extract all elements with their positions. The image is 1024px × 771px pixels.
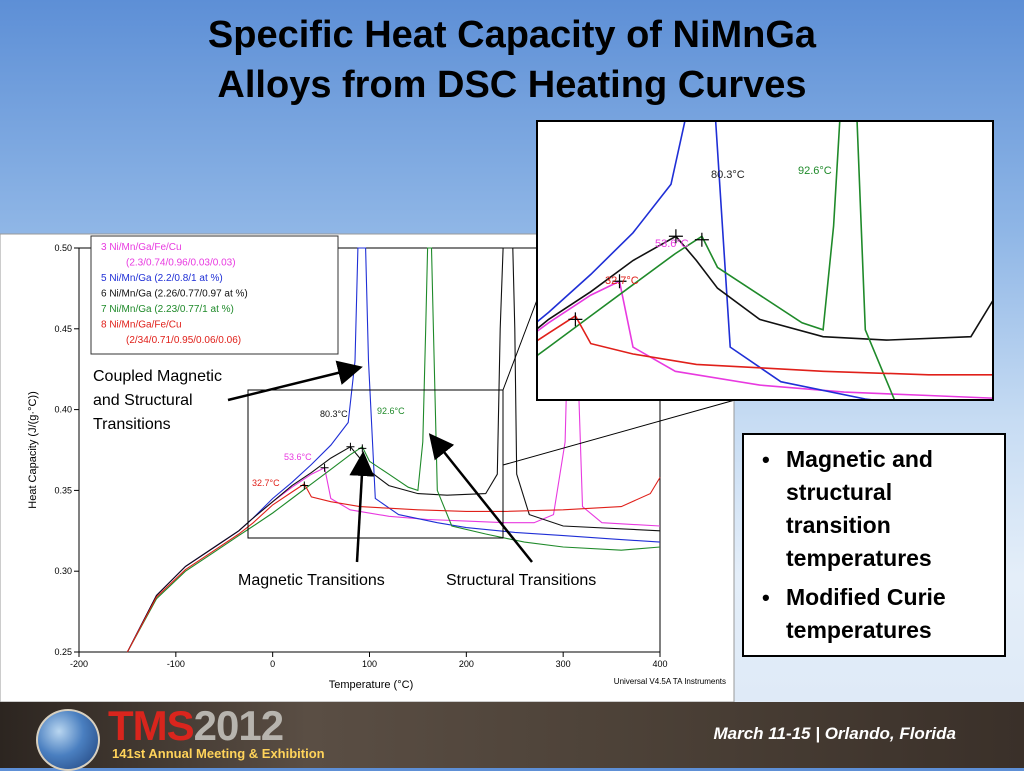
- label-32-7: 32.7°C: [252, 478, 280, 488]
- series-line-6: [126, 247, 661, 653]
- structural-arrow: [428, 433, 533, 563]
- legend-entry-6: 6 Ni/Mn/Ga (2.26/0.77/0.97 at %): [101, 289, 248, 300]
- tms-logo: TMS2012: [108, 702, 284, 749]
- x-tick-label-0: -200: [70, 659, 88, 669]
- footer-banner: TMS2012 141st Annual Meeting & Exhibitio…: [0, 702, 1024, 771]
- legend-entry-8: 8 Ni/Mn/Ga/Fe/Cu: [101, 320, 182, 331]
- inset-series-line-6: [538, 235, 992, 341]
- coupled-annotation-line-2: and Structural: [93, 392, 193, 409]
- y-tick-label-4: 0.45: [54, 324, 72, 334]
- inset-series-line-8: [538, 314, 992, 376]
- x-tick-label-2: 0: [270, 659, 275, 669]
- magnetic-annotation: Magnetic Transitions: [238, 572, 385, 589]
- transition-marker-1: [320, 463, 329, 472]
- inset-label-53-6: 53.6°C: [655, 238, 689, 250]
- zoom-box: [247, 389, 504, 539]
- magnetic-arrow: [349, 451, 375, 563]
- label-92-6: 92.6°C: [377, 406, 405, 416]
- title-line-1: Specific Heat Capacity of NiMnGa: [207, 14, 817, 56]
- coupled-annotation-line-1: Coupled Magnetic: [93, 368, 222, 385]
- y-tick-label-3: 0.40: [54, 405, 72, 415]
- logo-year: 2012: [193, 702, 284, 749]
- logo-tms: TMS: [108, 702, 195, 749]
- x-tick-label-6: 400: [652, 659, 667, 669]
- coupled-annotation-line-3: Transitions: [93, 416, 171, 433]
- inset-panel: [536, 120, 994, 401]
- bullet-curie-temps: Modified Curie temperatures: [762, 581, 994, 647]
- series-line-7: [126, 247, 661, 653]
- label-53-6: 53.6°C: [284, 452, 312, 462]
- title-line-2: Alloys from DSC Heating Curves: [217, 64, 807, 106]
- x-axis-label: Temperature (°C): [329, 679, 413, 691]
- globe-logo-icon: [36, 709, 100, 771]
- y-tick-label-0: 0.25: [54, 647, 72, 657]
- zoom-connector-line: [502, 399, 736, 466]
- inset-series-line-3: [538, 280, 992, 399]
- legend-entry-3-cont: (2.3/0.74/0.96/0.03/0.03): [126, 258, 236, 269]
- structural-annotation: Structural Transitions: [446, 572, 596, 589]
- y-tick-label-1: 0.30: [54, 566, 72, 576]
- bullet-transition-temps: Magnetic and structural transition tempe…: [762, 443, 994, 575]
- zoom-connector-line-2: [502, 299, 538, 391]
- y-tick-label-2: 0.35: [54, 485, 72, 495]
- y-axis-label: Heat Capacity (J/(g·°C)): [27, 391, 39, 508]
- inset-transition-marker-1: [612, 274, 627, 289]
- slide-title: Specific Heat Capacity of NiMnGa Alloys …: [0, 10, 1024, 110]
- legend-box: [90, 235, 339, 355]
- x-tick-label-4: 200: [459, 659, 474, 669]
- inset-transition-marker-0: [568, 312, 583, 327]
- meeting-tagline: 141st Annual Meeting & Exhibition: [112, 746, 325, 761]
- instrument-watermark: Universal V4.5A TA Instruments: [614, 677, 726, 686]
- inset-series-line-7: [538, 122, 895, 399]
- legend-entry-5: 5 Ni/Mn/Ga (2.2/0.8/1 at %): [101, 273, 223, 284]
- transition-marker-0: [300, 481, 309, 490]
- inset-plot: [538, 122, 992, 399]
- inset-label-32-7: 32.7°C: [605, 275, 639, 287]
- legend-entry-8-cont: (2/34/0.71/0.95/0.06/0.06): [126, 335, 241, 346]
- inset-label-92-6: 92.6°C: [798, 165, 832, 177]
- y-tick-label-5: 0.50: [54, 243, 72, 253]
- event-dates: March 11-15 | Orlando, Florida: [713, 724, 957, 743]
- coupled-arrow: [227, 360, 363, 402]
- x-tick-label-5: 300: [556, 659, 571, 669]
- x-tick-label-1: -100: [167, 659, 185, 669]
- legend-entry-7: 7 Ni/Mn/Ga (2.23/0.77/1 at %): [101, 304, 234, 315]
- series-line-8: [126, 477, 661, 653]
- transition-marker-2: [346, 442, 355, 451]
- bullet-box: Magnetic and structural transition tempe…: [742, 433, 1006, 657]
- inset-transition-marker-3: [694, 232, 709, 247]
- bullet-list: Magnetic and structural transition tempe…: [758, 443, 994, 647]
- inset-transition-marker-2: [668, 229, 683, 244]
- x-tick-label-3: 100: [362, 659, 377, 669]
- legend-entry-3: 3 Ni/Mn/Ga/Fe/Cu: [101, 242, 182, 253]
- label-80-3: 80.3°C: [320, 409, 348, 419]
- inset-label-80-3: 80.3°C: [711, 169, 745, 181]
